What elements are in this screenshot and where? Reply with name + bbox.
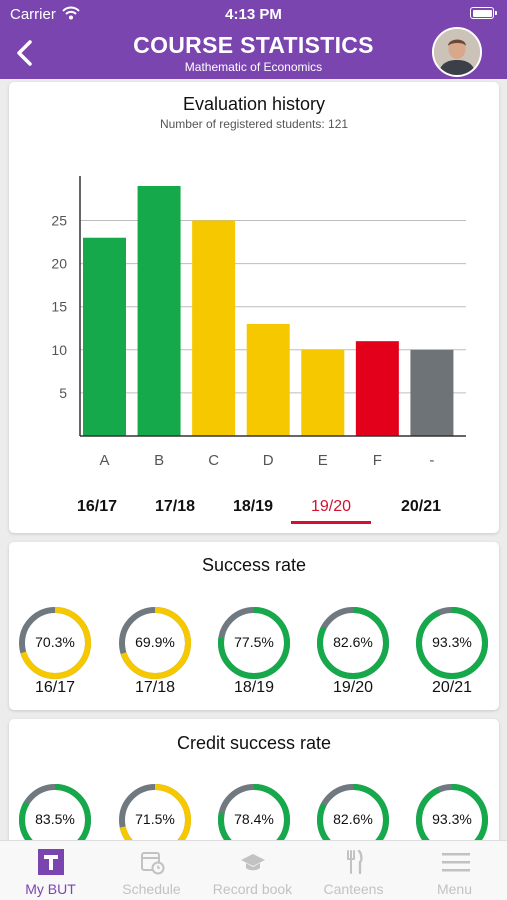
credit-success-rate-card: Credit success rate 83.5% 71.5% 78.4% 82.6%… [9, 719, 499, 859]
tab-canteens[interactable]: Canteens [303, 841, 404, 900]
avatar[interactable] [432, 27, 482, 77]
donut-chart: 93.3% [414, 605, 490, 681]
donut-year-label: 20/21 [431, 679, 473, 696]
bar-F [355, 341, 399, 436]
bar-B [137, 186, 181, 436]
calendar-icon [141, 852, 165, 875]
donut-percent: 69.9% [135, 634, 175, 650]
donut-percent: 93.3% [432, 634, 472, 650]
donut-arc [119, 607, 191, 679]
donut-percent: 78.4% [234, 811, 274, 827]
x-tick-label: E [318, 452, 328, 469]
success-rate-title: Success rate [201, 555, 307, 575]
year-tab-20-21[interactable]: 20/21 [400, 498, 442, 515]
donut-year-label: 17/18 [134, 679, 176, 696]
donut-chart: 69.9% [117, 605, 193, 681]
credit-success-rate-title: Credit success rate [176, 733, 332, 753]
donut-arc [317, 607, 389, 679]
bar-- [410, 349, 454, 436]
bottom-tab-bar: My BUT Schedule Record book Canteens Men… [0, 840, 507, 900]
donut-arc [218, 607, 290, 679]
x-tick-label: D [263, 452, 274, 469]
donut-chart: 70.3% [17, 605, 93, 681]
year-tab-19-20[interactable]: 19/20 [291, 498, 371, 524]
registered-students-count: Number of registered students: 121 [159, 117, 349, 131]
year-tab-16-17[interactable]: 16/17 [76, 498, 118, 515]
y-tick-label: 20 [51, 256, 67, 272]
hamburger-icon [442, 853, 470, 872]
x-tick-label: - [429, 452, 434, 469]
donut-percent: 82.6% [333, 634, 373, 650]
evaluation-history-title: Evaluation history [182, 94, 326, 114]
donut-percent: 77.5% [234, 634, 274, 650]
bar-D [246, 323, 290, 436]
y-tick-label: 15 [51, 299, 67, 315]
donut-arc [19, 607, 91, 679]
donut-percent: 83.5% [35, 811, 75, 827]
status-bar: Carrier 4:13 PM [0, 0, 507, 30]
tab-my-but[interactable]: My BUT [0, 841, 101, 900]
bar-A [83, 237, 126, 436]
status-time: 4:13 PM [225, 6, 282, 23]
donut-chart: 77.5% [216, 605, 292, 681]
year-tab-18-19[interactable]: 18/19 [232, 498, 274, 515]
battery-icon [470, 7, 497, 19]
donut-year-label: 19/20 [332, 679, 374, 696]
tab-record-book[interactable]: Record book [202, 841, 303, 900]
donut-percent: 82.6% [333, 811, 373, 827]
tab-menu[interactable]: Menu [404, 841, 505, 900]
bar-E [301, 349, 345, 436]
x-tick-label: A [99, 452, 109, 469]
fork-knife-icon [347, 849, 363, 875]
success-rate-card: Success rate 70.3% 16/17 69.9% 17/18 77.5% 18… [9, 542, 499, 710]
donut-year-label: 18/19 [233, 679, 275, 696]
evaluation-bar-chart: 5 10 15 20 25 A B C D E F - [51, 176, 466, 469]
bar-C [192, 220, 236, 436]
y-tick-label: 25 [51, 212, 67, 228]
app-header: Carrier 4:13 PM COURSE STATISTICS Mathem… [0, 0, 507, 79]
my-but-logo-icon [38, 849, 64, 875]
user-avatar-icon [434, 29, 480, 75]
donut-year-label: 16/17 [34, 679, 76, 696]
tab-label: Menu [436, 881, 473, 897]
tab-label: My BUT [25, 881, 76, 897]
y-tick-label: 10 [51, 342, 67, 358]
y-tick-label: 5 [59, 385, 67, 401]
page-subtitle: Mathematic of Economics [184, 60, 323, 74]
x-tick-label: F [373, 452, 382, 469]
tab-label: Canteens [323, 881, 384, 897]
carrier-label: Carrier [10, 6, 56, 23]
page-title: COURSE STATISTICS [133, 32, 374, 58]
tab-label: Schedule [122, 881, 181, 897]
back-chevron-icon[interactable] [12, 38, 38, 68]
donut-percent: 70.3% [35, 634, 75, 650]
wifi-icon [62, 6, 80, 20]
x-tick-label: B [154, 452, 164, 469]
tab-label: Record book [212, 881, 293, 897]
donut-chart: 82.6% [315, 605, 391, 681]
donut-arc [416, 607, 488, 679]
year-tab-17-18[interactable]: 17/18 [154, 498, 196, 515]
tab-schedule[interactable]: Schedule [101, 841, 202, 900]
donut-percent: 71.5% [135, 811, 175, 827]
donut-percent: 93.3% [432, 811, 472, 827]
graduation-cap-icon [241, 854, 265, 871]
x-tick-label: C [208, 452, 219, 469]
evaluation-history-card: Evaluation history Number of registered … [9, 82, 499, 533]
